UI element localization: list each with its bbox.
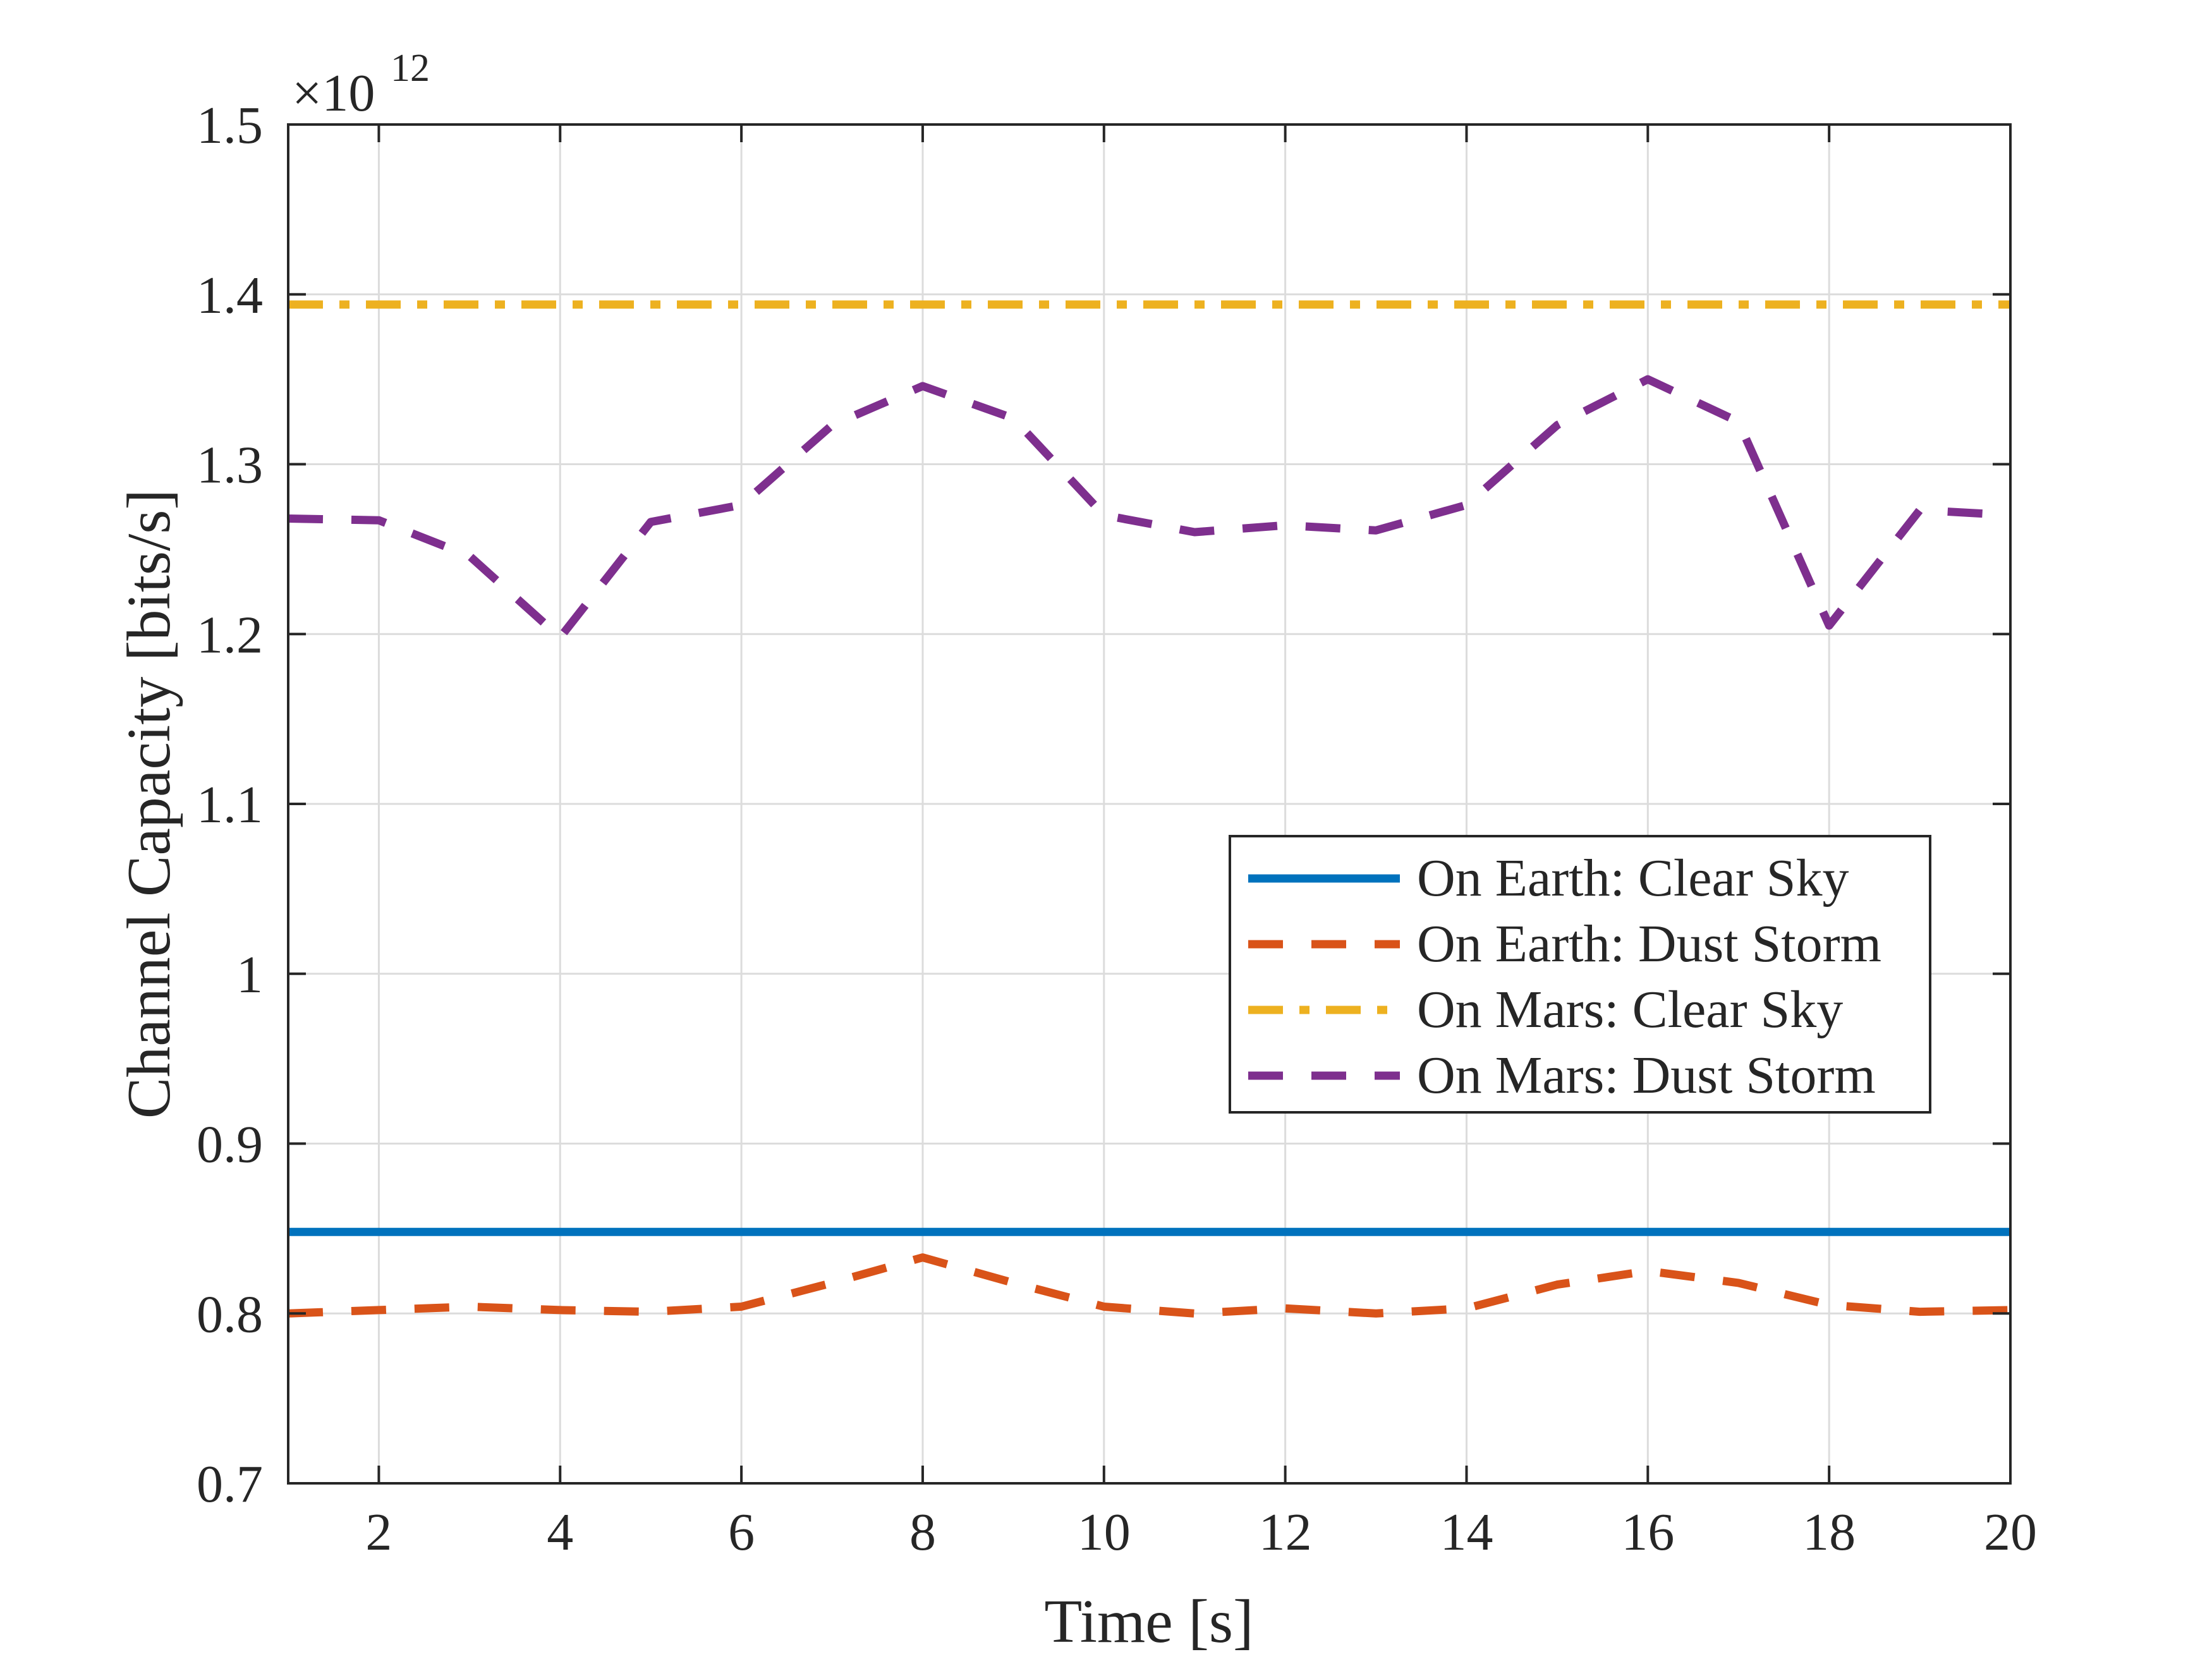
x-tick-label: 2: [365, 1503, 392, 1562]
y-exponent: ×10 12: [292, 47, 430, 123]
series-line-1: [288, 1253, 2011, 1318]
x-axis-label: Time [s]: [1044, 1588, 1253, 1656]
x-tick-label: 4: [547, 1503, 573, 1562]
legend-label-3: On Mars: Dust Storm: [1417, 1046, 1876, 1105]
y-tick-label: 1: [236, 945, 263, 1004]
y-axis-label: Channel Capacity [bits/s]: [115, 489, 183, 1119]
y-exponent-base: ×10: [292, 64, 375, 123]
x-tick-label: 10: [1078, 1503, 1131, 1562]
y-tick-label: 0.9: [197, 1115, 263, 1174]
series-lines: [288, 300, 2011, 1318]
x-tick-label: 14: [1440, 1503, 1493, 1562]
x-tick-label: 16: [1621, 1503, 1674, 1562]
x-tick-label: 12: [1259, 1503, 1312, 1562]
x-tick-label: 20: [1984, 1503, 2037, 1562]
y-tick-label: 1.3: [197, 436, 263, 495]
y-exponent-power: 12: [391, 47, 430, 90]
y-tick-label: 0.8: [197, 1285, 263, 1344]
x-tick-label: 8: [909, 1503, 936, 1562]
x-tick-label: 6: [728, 1503, 755, 1562]
legend-label-1: On Earth: Dust Storm: [1417, 915, 1881, 973]
axis-ticks: 2 4 6 8 10 12 14 16 18 20 0.7 0.8 0.9 1 1.1 1.2 1.3 1.4 1.…: [197, 96, 2037, 1562]
series-line-3: [288, 375, 2011, 642]
y-tick-label: 1.5: [197, 96, 263, 155]
y-tick-label: 1.2: [197, 605, 263, 664]
y-tick-label: 1.4: [197, 266, 263, 325]
legend: On Earth: Clear Sky On Earth: Dust Storm O…: [1229, 835, 1931, 1114]
y-tick-label: 1.1: [197, 775, 263, 834]
legend-label-2: On Mars: Clear Sky: [1417, 980, 1843, 1039]
legend-label-0: On Earth: Clear Sky: [1417, 849, 1849, 908]
x-tick-label: 18: [1802, 1503, 1856, 1562]
y-tick-label: 0.7: [197, 1455, 263, 1514]
